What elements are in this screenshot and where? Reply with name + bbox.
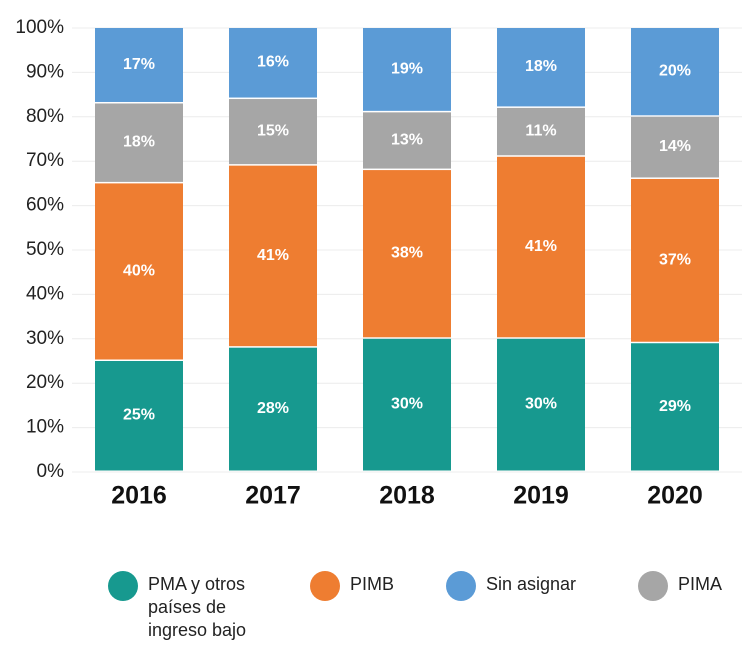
value-label: 40%: [123, 262, 155, 279]
value-label: 18%: [525, 58, 557, 75]
y-tick-label: 70%: [26, 150, 64, 171]
legend-swatch: [310, 571, 340, 601]
bar-segment: [229, 28, 317, 98]
legend-swatch: [638, 571, 668, 601]
bar-segment: [497, 338, 585, 471]
bar-segment: [497, 28, 585, 107]
bar-segment: [631, 178, 719, 342]
legend-item: PIMB: [310, 571, 400, 601]
value-label: 28%: [257, 400, 289, 417]
bar-segment: [95, 361, 183, 471]
y-tick-label: 60%: [26, 195, 64, 216]
value-label: 19%: [391, 60, 423, 77]
y-tick-label: 0%: [37, 461, 65, 482]
legend-swatch: [446, 571, 476, 601]
value-label: 17%: [123, 56, 155, 73]
y-tick-label: 50%: [26, 239, 64, 260]
value-label: 25%: [123, 407, 155, 424]
value-label: 15%: [257, 123, 289, 140]
chart: 0% 10% 20% 30% 40% 50% 60% 70% 80% 90% 100% 25% 40% 1…: [15, 17, 742, 510]
legend-swatch: [108, 571, 138, 601]
x-tick-label: 2020: [647, 482, 703, 510]
bar-segment: [95, 183, 183, 360]
y-tick-label: 40%: [26, 283, 64, 304]
bar-segment: [95, 28, 183, 102]
value-label: 41%: [525, 238, 557, 255]
bar-segment: [631, 28, 719, 116]
bar-segment: [497, 107, 585, 156]
y-tick-label: 10%: [26, 417, 64, 438]
bar-segment: [363, 112, 451, 169]
bar-segment: [363, 338, 451, 471]
legend-label: PMA y otros países de ingreso bajo: [148, 574, 247, 640]
bar-segment: [95, 103, 183, 182]
bar-segment: [229, 99, 317, 165]
value-label: 20%: [659, 63, 691, 80]
bar-segment: [363, 28, 451, 111]
bar-segment: [631, 116, 719, 178]
legend-item: PIMA: [638, 571, 728, 601]
legend-item: Sin asignar: [446, 571, 586, 601]
value-label: 30%: [525, 396, 557, 413]
value-label: 16%: [257, 54, 289, 71]
y-tick-label: 20%: [26, 372, 64, 393]
bar-segment: [631, 343, 719, 471]
legend-label: PIMA: [678, 574, 723, 594]
value-label: 11%: [525, 123, 556, 140]
x-tick-label: 2018: [379, 482, 435, 510]
value-label: 18%: [123, 134, 155, 151]
bar-segment: [229, 165, 317, 347]
legend-item: PMA y otros países de ingreso bajo: [108, 571, 268, 642]
y-tick-label: 100%: [15, 17, 64, 38]
x-tick-label: 2017: [245, 482, 301, 510]
value-label: 41%: [257, 247, 289, 264]
x-tick-label: 2019: [513, 482, 569, 510]
y-tick-label: 80%: [26, 106, 64, 127]
bar-segment: [229, 347, 317, 471]
y-tick-label: 30%: [26, 328, 64, 349]
bar-segment: [497, 156, 585, 338]
value-label: 14%: [659, 138, 691, 155]
bar-segment: [363, 170, 451, 338]
y-tick-label: 90%: [26, 61, 64, 82]
legend-label: PIMB: [350, 574, 395, 594]
value-label: 30%: [391, 396, 423, 413]
value-label: 37%: [659, 251, 691, 268]
value-label: 38%: [391, 245, 423, 262]
value-label: 13%: [391, 131, 423, 148]
value-label: 29%: [659, 398, 691, 415]
x-tick-label: 2016: [111, 482, 167, 510]
legend-label: Sin asignar: [486, 574, 577, 594]
